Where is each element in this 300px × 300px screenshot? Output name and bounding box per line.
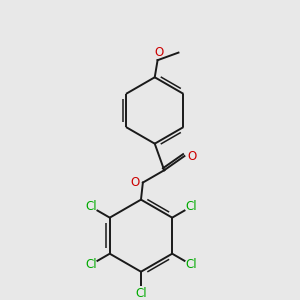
Text: Cl: Cl	[85, 258, 97, 271]
Text: O: O	[187, 150, 196, 163]
Text: Cl: Cl	[185, 200, 197, 213]
Text: O: O	[131, 176, 140, 189]
Text: Cl: Cl	[85, 200, 97, 213]
Text: Cl: Cl	[185, 258, 197, 271]
Text: O: O	[154, 46, 163, 59]
Text: Cl: Cl	[135, 287, 147, 300]
